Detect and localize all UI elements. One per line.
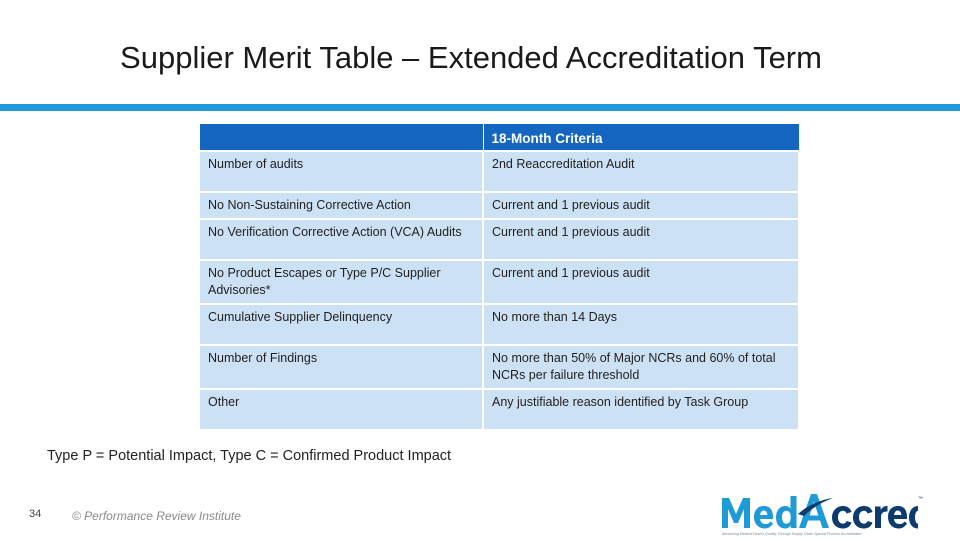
table-row: Number of Findings No more than 50% of M… [198,344,800,390]
table-row: Number of audits 2nd Reaccreditation Aud… [198,150,800,193]
row-label: No Non-Sustaining Corrective Action [198,191,484,220]
table-row: No Non-Sustaining Corrective Action Curr… [198,191,800,220]
medaccred-logo: ™ Advancing Medical Device Quality Throu… [721,494,923,536]
row-label: No Product Escapes or Type P/C Supplier … [198,259,484,305]
footnote: Type P = Potential Impact, Type C = Conf… [47,448,452,464]
table-row: No Product Escapes or Type P/C Supplier … [198,259,800,305]
table-header-row: 18-Month Criteria [198,123,800,152]
table-header-criteria: 18-Month Criteria [482,123,800,152]
logo-trademark: ™ [918,496,923,502]
row-criteria: 2nd Reaccreditation Audit [482,150,800,193]
table-header-blank [198,123,484,152]
merit-table: 18-Month Criteria Number of audits 2nd R… [198,123,800,431]
row-label: Number of audits [198,150,484,193]
slide-title: Supplier Merit Table – Extended Accredit… [120,40,822,75]
row-criteria: No more than 50% of Major NCRs and 60% o… [482,344,800,390]
table-row: Other Any justifiable reason identified … [198,388,800,431]
logo-tagline: Advancing Medical Device Quality Through… [721,532,862,536]
title-divider [0,104,960,111]
row-label: Number of Findings [198,344,484,390]
page-number: 34 [29,508,42,520]
row-label: Other [198,388,484,431]
row-label: Cumulative Supplier Delinquency [198,303,484,346]
table-row: Cumulative Supplier Delinquency No more … [198,303,800,346]
row-criteria: Any justifiable reason identified by Tas… [482,388,800,431]
copyright-notice: © Performance Review Institute [72,509,241,523]
row-criteria: Current and 1 previous audit [482,218,800,261]
row-criteria: Current and 1 previous audit [482,259,800,305]
row-criteria: No more than 14 Days [482,303,800,346]
table-row: No Verification Corrective Action (VCA) … [198,218,800,261]
row-criteria: Current and 1 previous audit [482,191,800,220]
row-label: No Verification Corrective Action (VCA) … [198,218,484,261]
